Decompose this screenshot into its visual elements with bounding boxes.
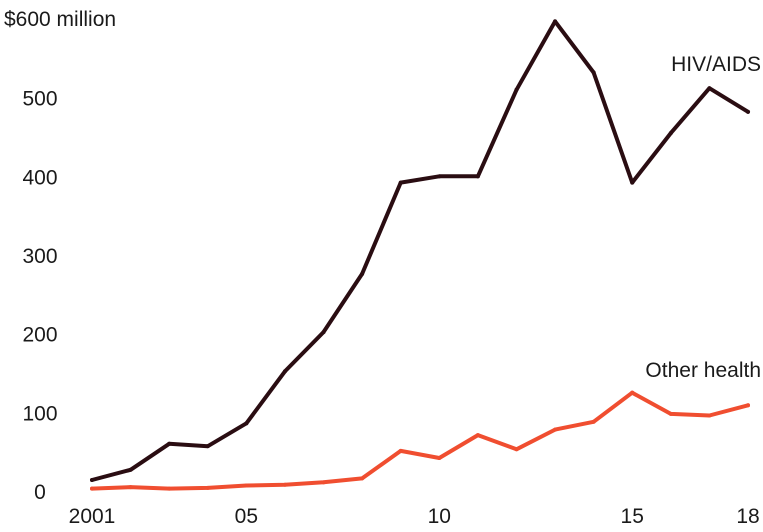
data-point (746, 109, 750, 114)
data-point (668, 411, 673, 416)
data-point (244, 483, 249, 488)
data-point (321, 480, 326, 485)
data-point (360, 476, 365, 481)
data-point (514, 87, 519, 92)
data-point (553, 427, 558, 432)
data-point (128, 485, 133, 490)
data-point (475, 174, 480, 179)
data-point (668, 131, 673, 136)
data-point (707, 86, 712, 91)
data-point (475, 433, 480, 438)
y-tick-label: 500 (22, 88, 57, 111)
x-tick-label: 05 (235, 505, 258, 527)
data-point (398, 180, 403, 185)
y-axis: 0 100 200 300 400 500 $600 million (4, 8, 116, 504)
data-point (90, 486, 94, 491)
x-tick-label: 15 (621, 505, 644, 527)
x-tick-label: 10 (428, 505, 451, 527)
series-line-hiv-aids (90, 19, 750, 482)
y-axis-unit-label: $600 million (4, 8, 116, 31)
series-labels: HIV/AIDS Other health (645, 53, 761, 382)
data-point (244, 421, 249, 426)
data-point (437, 455, 442, 460)
series-label-hiv-aids: HIV/AIDS (671, 53, 761, 76)
data-point (167, 441, 172, 446)
y-tick-label: 200 (22, 324, 57, 347)
data-point (360, 271, 365, 276)
data-point (282, 369, 287, 374)
data-point (321, 330, 326, 335)
y-tick-label: 0 (34, 481, 46, 504)
data-point (591, 419, 596, 424)
data-point (205, 485, 210, 490)
data-point (630, 390, 635, 395)
y-tick-label: 400 (22, 166, 57, 189)
data-point (282, 482, 287, 487)
y-tick-label: 100 (22, 402, 57, 425)
data-point (437, 174, 442, 179)
y-tick-label: 300 (22, 245, 57, 268)
series-label-other-health: Other health (645, 359, 761, 382)
data-point (746, 403, 750, 408)
data-point (90, 477, 94, 482)
data-point (167, 486, 172, 491)
data-point (514, 447, 519, 452)
series-line-other-health (90, 390, 750, 491)
data-point (398, 448, 403, 453)
data-point (205, 444, 210, 449)
x-axis: 2001 05 10 15 18 (69, 505, 760, 528)
data-point (630, 180, 635, 185)
x-tick-label: 18 (736, 505, 759, 527)
data-point (553, 19, 558, 24)
plot-series (90, 19, 750, 491)
data-point (707, 413, 712, 418)
data-point (591, 70, 596, 75)
x-tick-label: 2001 (69, 505, 116, 527)
data-point (128, 467, 133, 472)
